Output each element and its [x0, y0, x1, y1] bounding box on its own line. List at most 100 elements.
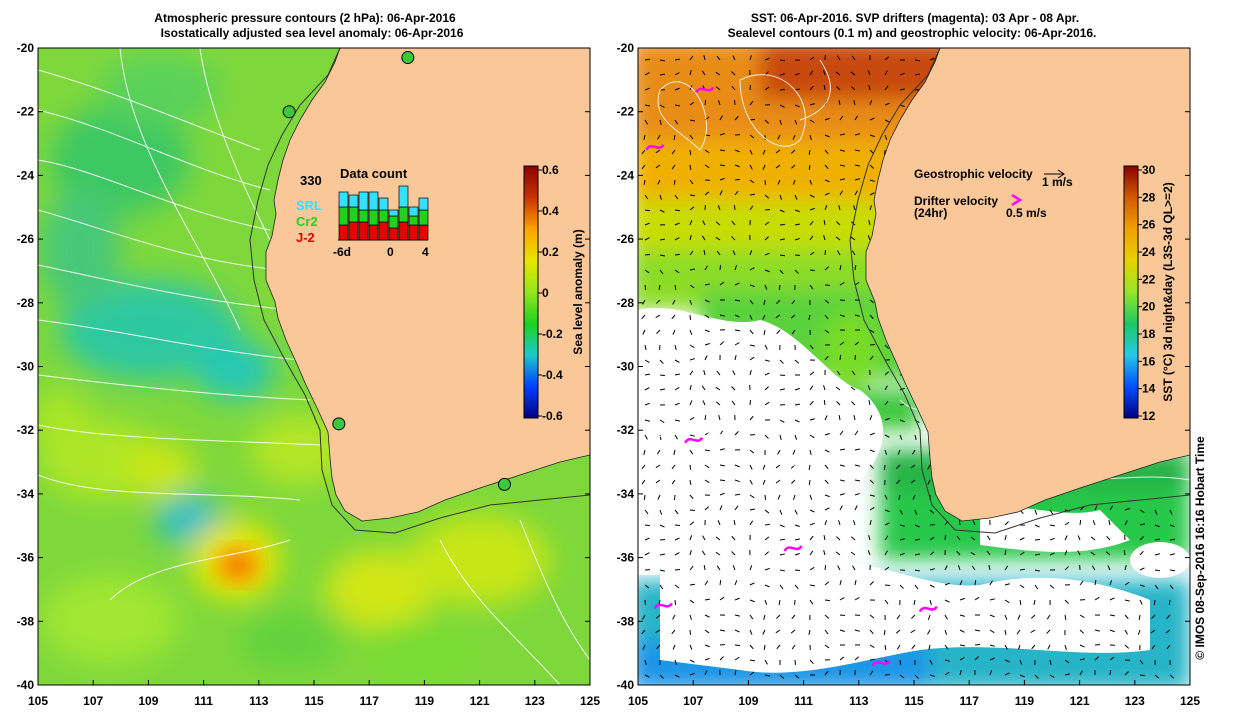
velocity-arrow — [719, 448, 725, 451]
velocity-arrow — [1049, 674, 1055, 678]
velocity-arrow — [1079, 658, 1085, 661]
velocity-arrow — [835, 386, 841, 391]
velocity-arrow — [749, 205, 754, 211]
velocity-arrow — [689, 344, 695, 348]
inset-bar-srl — [378, 197, 389, 211]
velocity-arrow — [895, 629, 901, 634]
velocity-arrow — [778, 599, 781, 606]
velocity-arrow — [674, 359, 680, 363]
velocity-arrow — [794, 553, 800, 556]
velocity-arrow — [850, 386, 856, 391]
velocity-arrow — [1064, 673, 1070, 676]
velocity-arrow — [839, 430, 844, 436]
velocity-arrow — [734, 342, 740, 346]
velocity-arrow — [1064, 614, 1067, 621]
velocity-arrow — [970, 536, 976, 541]
velocity-arrow — [749, 55, 752, 61]
velocity-arrow — [824, 179, 830, 183]
velocity-arrow — [853, 205, 856, 211]
velocity-arrow — [689, 149, 692, 156]
velocity-arrow — [704, 283, 710, 286]
velocity-arrow — [929, 551, 935, 556]
velocity-arrow — [854, 629, 860, 632]
velocity-arrow — [749, 329, 754, 335]
velocity-arrow — [643, 179, 646, 186]
inset-bar-cr2 — [338, 206, 349, 226]
velocity-arrow — [689, 235, 692, 241]
lat-tick-label: -36 — [617, 551, 635, 565]
velocity-arrow — [719, 264, 722, 271]
velocity-arrow — [838, 520, 841, 526]
velocity-arrow — [912, 494, 916, 500]
velocity-arrow — [671, 479, 676, 485]
velocity-arrow — [974, 656, 979, 661]
velocity-arrow — [657, 179, 661, 185]
velocity-arrow — [779, 674, 785, 679]
velocity-arrow — [659, 73, 666, 76]
velocity-arrow — [794, 119, 798, 125]
velocity-arrow — [764, 57, 770, 61]
velocity-arrow — [869, 629, 874, 635]
velocity-arrow — [656, 329, 661, 334]
lon-tick-label: 109 — [138, 694, 158, 708]
velocity-arrow — [689, 329, 693, 335]
velocity-arrow — [731, 400, 736, 406]
velocity-arrow — [659, 238, 666, 241]
velocity-arrow — [1094, 629, 1100, 632]
inset-xlabel-end: 4 — [422, 245, 429, 259]
velocity-arrow — [1094, 505, 1098, 511]
velocity-arrow — [824, 670, 829, 676]
velocity-arrow — [1034, 509, 1038, 515]
velocity-arrow — [779, 553, 785, 556]
colorbar-tick-label: 24 — [1142, 245, 1156, 259]
velocity-arrow — [674, 373, 681, 376]
velocity-arrow — [674, 237, 680, 241]
velocity-arrow — [989, 598, 995, 601]
velocity-arrow — [779, 388, 785, 391]
velocity-arrow — [1064, 659, 1070, 664]
velocity-arrow — [749, 100, 754, 106]
colorbar-tick-label: 18 — [1142, 327, 1156, 341]
velocity-arrow — [672, 614, 676, 620]
velocity-arrow — [644, 509, 649, 515]
velocity-arrow — [809, 494, 813, 500]
velocity-arrow — [851, 401, 856, 406]
colorbar-tick-label: 26 — [1142, 218, 1156, 232]
velocity-arrow — [734, 178, 741, 181]
velocity-arrow — [734, 299, 740, 302]
velocity-arrow — [869, 134, 875, 138]
velocity-arrow — [884, 70, 888, 76]
velocity-arrow — [655, 464, 661, 469]
velocity-arrow — [775, 314, 781, 319]
velocity-arrow — [644, 209, 651, 212]
velocity-arrow — [704, 99, 707, 106]
velocity-arrow — [1064, 566, 1069, 571]
velocity-arrow — [674, 222, 680, 226]
velocity-arrow — [869, 614, 875, 619]
velocity-arrow — [749, 659, 756, 662]
lon-tick-label: 111 — [194, 694, 213, 708]
velocity-arrow — [839, 614, 846, 617]
velocity-arrow — [914, 538, 921, 541]
velocity-arrow — [869, 520, 872, 526]
velocity-arrow — [824, 507, 830, 511]
velocity-arrow — [1139, 659, 1144, 665]
velocity-arrow — [734, 314, 740, 318]
velocity-arrow — [867, 235, 871, 241]
velocity-arrow — [809, 269, 816, 272]
inset-bar-cr2 — [408, 215, 419, 226]
velocity-arrow — [779, 104, 785, 108]
velocity-arrow — [1077, 550, 1081, 556]
inset-bar-cr2 — [358, 209, 369, 223]
lon-tick-label: 125 — [1180, 694, 1200, 708]
velocity-arrow — [809, 284, 814, 290]
drifter-track — [783, 545, 803, 552]
velocity-arrow — [719, 177, 725, 181]
velocity-arrow — [1106, 536, 1111, 541]
velocity-arrow — [732, 370, 736, 376]
inset-bar-j2 — [358, 221, 369, 241]
velocity-arrow — [659, 194, 662, 200]
velocity-arrow — [854, 281, 860, 286]
lon-tick-label: 115 — [904, 694, 924, 708]
